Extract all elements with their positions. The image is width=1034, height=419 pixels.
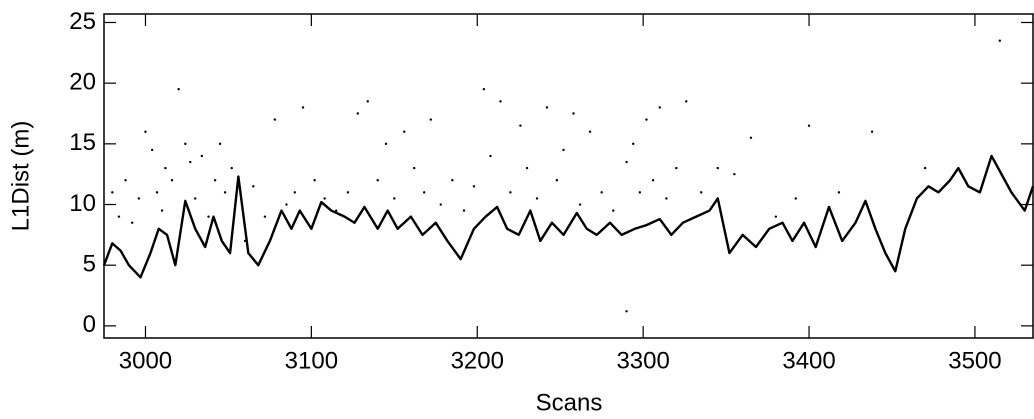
scatter-point	[588, 130, 592, 133]
scatter-point	[218, 142, 222, 146]
scatter-point	[273, 118, 277, 121]
scatter-point	[144, 130, 147, 133]
x-tick-label: 3100	[285, 347, 338, 374]
data-line	[102, 154, 1034, 279]
scatter-point	[807, 124, 811, 127]
scatter-point	[393, 197, 396, 200]
scatter-point	[356, 112, 360, 115]
scatter-point	[631, 142, 635, 146]
scatter-point	[223, 191, 227, 194]
scatter-point	[285, 203, 288, 206]
scatter-point	[150, 148, 154, 152]
scatter-point	[263, 215, 267, 218]
scatter-point	[774, 215, 778, 218]
scatter-point	[207, 215, 210, 218]
scatter-point	[998, 39, 1002, 42]
y-tick-label: 20	[69, 69, 96, 96]
scatter-point	[472, 185, 476, 188]
scatter-point	[160, 209, 164, 212]
scatter-point	[366, 100, 369, 103]
scatter-point	[612, 209, 615, 212]
scatter-point	[923, 166, 927, 170]
scatter-point	[252, 185, 255, 188]
scatter-point	[837, 191, 841, 194]
scatter-point	[665, 197, 668, 200]
scatter-point	[422, 191, 426, 194]
scatter-point	[562, 148, 565, 152]
scatter-point	[439, 203, 442, 206]
scatter-point	[794, 197, 797, 200]
scatter-point	[685, 100, 688, 103]
scatter-point	[651, 179, 655, 182]
scatter-point	[700, 191, 703, 194]
scatter-point	[545, 106, 549, 109]
scatter-point	[413, 166, 416, 170]
y-tick-label: 10	[69, 190, 96, 217]
scatter-point	[335, 209, 338, 212]
scatter-point	[117, 215, 121, 218]
scatter-point	[482, 88, 486, 91]
scatter-point	[499, 100, 502, 103]
x-tick-label: 3200	[451, 347, 504, 374]
scatter-point	[451, 179, 454, 182]
y-tick-label: 15	[69, 129, 96, 156]
scatter-point	[194, 197, 197, 200]
scatter-point	[870, 130, 874, 133]
scatter-point	[213, 179, 217, 182]
scatter-point	[658, 106, 661, 109]
scatter-point	[519, 124, 522, 127]
scatter-point	[346, 191, 350, 194]
scatter-point	[301, 106, 305, 109]
scatter-point	[462, 209, 466, 212]
x-tick-label: 3300	[616, 347, 669, 374]
scatter-point	[509, 191, 512, 194]
scatter-point	[645, 118, 648, 121]
x-axis-label: Scans	[536, 389, 603, 416]
scatter-point	[323, 197, 326, 200]
scatter-point	[376, 179, 379, 182]
scatter-point	[313, 179, 316, 182]
scatter-point	[293, 191, 296, 194]
scatter-point	[555, 179, 559, 182]
scatter-point	[525, 166, 529, 170]
scatter-point	[124, 179, 127, 182]
scatter-point	[675, 166, 678, 170]
plot-frame	[103, 13, 1034, 339]
x-tick-label: 3400	[782, 347, 835, 374]
scatter-point	[111, 191, 114, 194]
x-tick-label: 3500	[948, 347, 1001, 374]
scatter-point	[200, 154, 204, 158]
scatter-point	[625, 310, 628, 313]
y-tick-label: 5	[83, 251, 96, 278]
scatter-point	[243, 239, 247, 243]
scatter-point	[600, 191, 603, 194]
scatter-point	[749, 136, 753, 139]
scatter-point	[403, 130, 406, 133]
scatter-point	[572, 112, 575, 115]
scatter-point	[578, 203, 582, 206]
x-tick-label: 3000	[119, 347, 172, 374]
scatter-point	[230, 166, 233, 170]
scatter-point	[716, 166, 720, 170]
scatter-point	[384, 142, 388, 146]
scatter-point	[638, 191, 642, 194]
scatter-point	[155, 191, 159, 194]
scatter-point	[131, 221, 134, 224]
y-tick-label: 25	[69, 8, 96, 35]
scatter-point	[137, 197, 141, 200]
scatter-point	[184, 142, 187, 146]
scatter-point	[489, 154, 492, 158]
scatter-point	[429, 118, 433, 121]
scatter-point	[625, 160, 628, 164]
scatter-point	[189, 160, 192, 164]
y-axis-label: L1Dist (m)	[7, 121, 34, 232]
scatter-point	[170, 179, 174, 182]
scatter-point	[177, 88, 180, 91]
scatter-point	[535, 197, 539, 200]
scatter-point	[164, 166, 167, 170]
scatter-point	[733, 172, 736, 176]
y-tick-label: 0	[83, 311, 96, 338]
